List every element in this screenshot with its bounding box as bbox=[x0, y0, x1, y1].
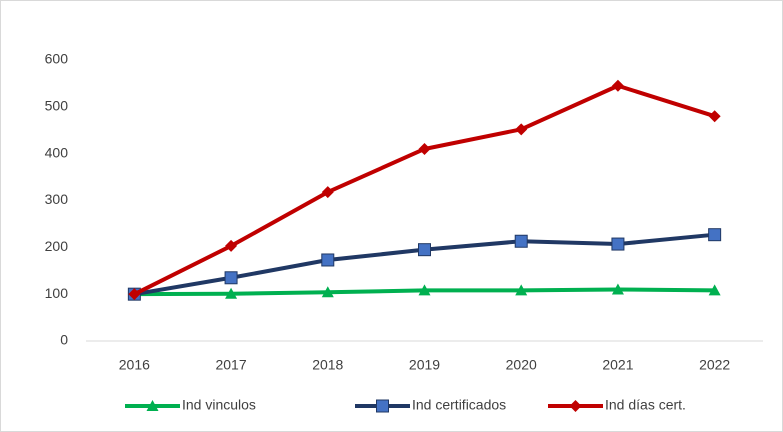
legend-label: Ind certificados bbox=[412, 397, 506, 413]
y-tick-label: 100 bbox=[45, 285, 69, 301]
marker bbox=[321, 286, 334, 298]
y-tick-label: 400 bbox=[45, 144, 69, 160]
x-tick-label: 2018 bbox=[312, 357, 343, 373]
marker bbox=[708, 284, 721, 296]
y-tick-label: 0 bbox=[60, 332, 68, 348]
marker bbox=[225, 239, 238, 252]
marker bbox=[515, 284, 528, 296]
x-tick-label: 2021 bbox=[602, 357, 633, 373]
x-tick-label: 2022 bbox=[699, 357, 730, 373]
y-tick-label: 300 bbox=[45, 191, 69, 207]
marker bbox=[514, 234, 528, 248]
marker bbox=[418, 284, 431, 296]
marker bbox=[611, 283, 624, 295]
y-tick-label: 200 bbox=[45, 238, 69, 254]
legend-marker bbox=[146, 400, 159, 411]
marker bbox=[321, 186, 334, 199]
marker bbox=[611, 79, 624, 92]
marker bbox=[708, 228, 722, 242]
marker bbox=[611, 237, 625, 251]
y-tick-label: 500 bbox=[45, 98, 69, 114]
x-tick-label: 2017 bbox=[215, 357, 246, 373]
legend-label: Ind vinculos bbox=[182, 397, 256, 413]
y-tick-label: 600 bbox=[45, 51, 69, 67]
marker bbox=[225, 287, 238, 299]
legend-marker bbox=[376, 399, 389, 413]
marker bbox=[418, 142, 431, 155]
marker bbox=[128, 288, 141, 301]
marker bbox=[321, 253, 335, 267]
marker bbox=[708, 110, 721, 123]
x-tick-label: 2019 bbox=[409, 357, 440, 373]
x-tick-label: 2020 bbox=[506, 357, 537, 373]
marker bbox=[224, 271, 238, 285]
marker bbox=[418, 243, 431, 257]
legend-label: Ind días cert. bbox=[605, 397, 686, 413]
x-tick-label: 2016 bbox=[119, 357, 150, 373]
marker bbox=[515, 123, 528, 136]
legend-marker bbox=[569, 400, 582, 412]
